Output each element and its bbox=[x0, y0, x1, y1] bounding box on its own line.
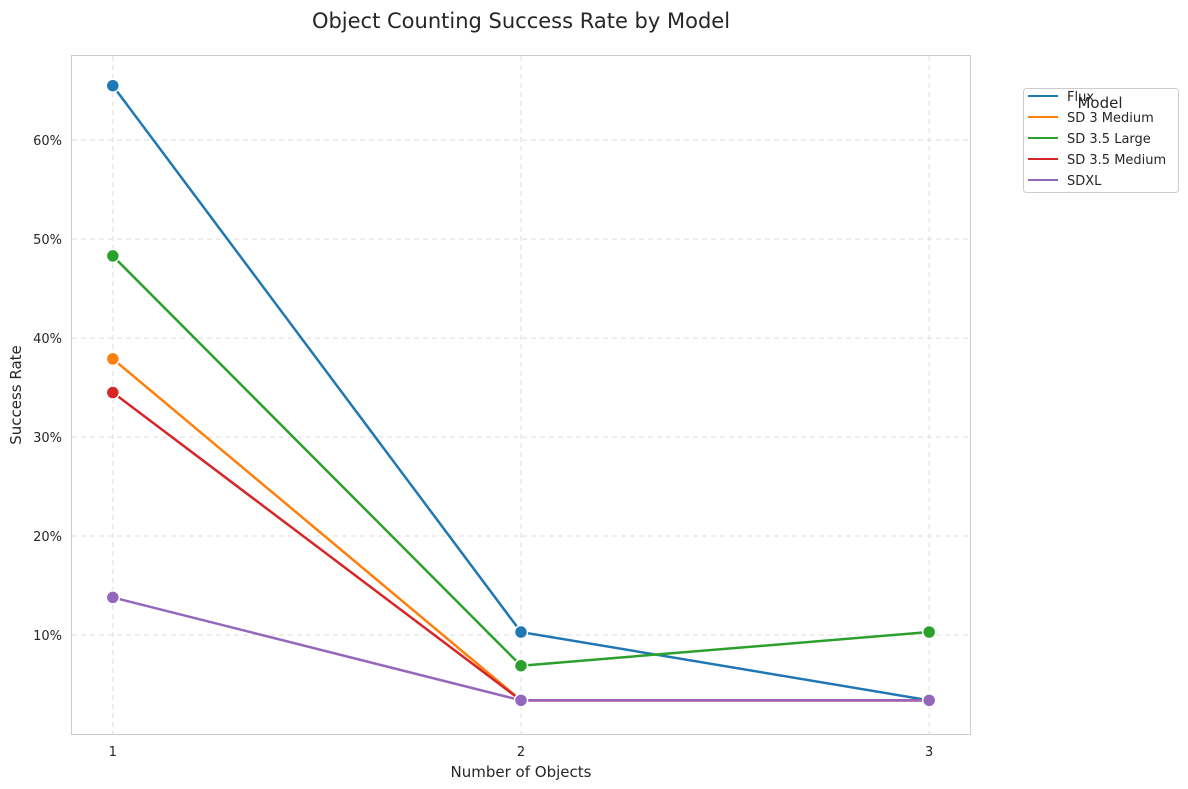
data-point-flux bbox=[105, 78, 121, 93]
x-tick-label: 1 bbox=[109, 745, 117, 760]
series-sdxl bbox=[105, 590, 937, 708]
data-point-flux bbox=[513, 624, 529, 640]
series-group bbox=[105, 78, 937, 708]
data-point-sdxl bbox=[105, 590, 121, 605]
data-point-sdxl bbox=[513, 693, 529, 708]
y-axis-label: Success Rate bbox=[7, 345, 25, 445]
legend-label: SDXL bbox=[1067, 174, 1102, 189]
data-point-sd-3-5-large bbox=[921, 624, 937, 640]
legend-item-flux: Flux bbox=[1028, 90, 1094, 105]
legend-box bbox=[1023, 88, 1179, 193]
series-flux bbox=[105, 78, 937, 708]
series-sd-3-5-large bbox=[105, 248, 937, 673]
legend-label: Flux bbox=[1067, 90, 1094, 105]
legend-label: SD 3 Medium bbox=[1067, 111, 1154, 126]
y-tick-label: 20% bbox=[33, 530, 62, 545]
legend: Model Flux SD 3 Medium SD 3.5 Large SD 3.5 … bbox=[1023, 88, 1179, 193]
legend-label: SD 3.5 Medium bbox=[1067, 153, 1166, 168]
axis-ticks: 1 2 3 10% 20% 30% 40% 50% 60% bbox=[33, 134, 933, 760]
legend-item-sd-3-medium: SD 3 Medium bbox=[1028, 111, 1154, 126]
legend-title: Model bbox=[1077, 94, 1122, 112]
legend-item-sdxl: SDXL bbox=[1028, 174, 1102, 189]
data-point-sdxl bbox=[921, 693, 937, 708]
legend-item-sd-3-5-medium: SD 3.5 Medium bbox=[1028, 153, 1166, 168]
gridlines bbox=[72, 56, 970, 734]
data-point-sd-3-5-large bbox=[513, 658, 529, 673]
legend-items: Flux SD 3 Medium SD 3.5 Large SD 3.5 Medium… bbox=[1028, 90, 1166, 189]
x-tick-label: 2 bbox=[517, 745, 525, 760]
x-axis-label: Number of Objects bbox=[451, 763, 592, 781]
legend-item-sd-3-5-large: SD 3.5 Large bbox=[1028, 132, 1151, 147]
chart-title: Object Counting Success Rate by Model bbox=[312, 9, 730, 33]
y-tick-label: 10% bbox=[33, 629, 62, 644]
legend-label: SD 3.5 Large bbox=[1067, 132, 1151, 147]
data-point-sd-3-5-large bbox=[105, 248, 121, 264]
y-tick-label: 50% bbox=[33, 233, 62, 248]
y-tick-label: 60% bbox=[33, 134, 62, 149]
y-tick-label: 30% bbox=[33, 431, 62, 446]
data-point-sd-3-medium bbox=[105, 351, 121, 367]
data-point-sd-3-5-medium bbox=[105, 385, 121, 400]
x-tick-label: 3 bbox=[925, 745, 933, 760]
y-tick-label: 40% bbox=[33, 332, 62, 347]
